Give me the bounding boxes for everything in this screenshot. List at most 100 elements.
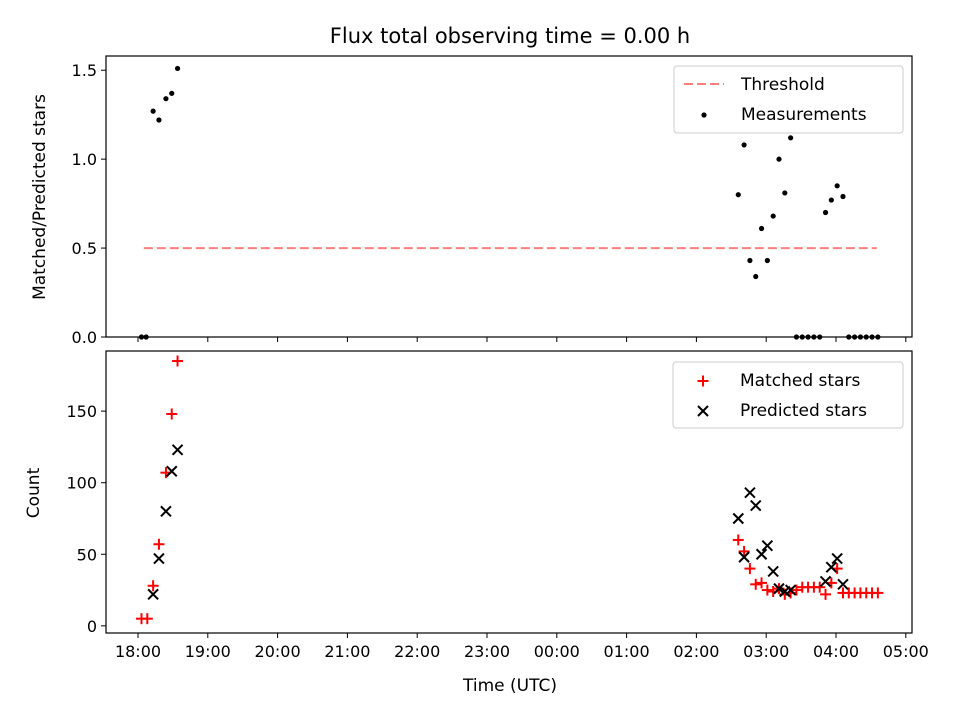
matched-point bbox=[872, 587, 884, 599]
predicted-point bbox=[831, 552, 843, 565]
legend-top-box bbox=[673, 65, 904, 134]
measurement-point bbox=[174, 65, 181, 72]
y-tick-label: 0.5 bbox=[72, 239, 97, 258]
measurement-point bbox=[788, 135, 794, 141]
predicted-point-stroke bbox=[153, 552, 165, 565]
measurement-point bbox=[169, 90, 175, 96]
legend-measurements-label: Measurements bbox=[741, 105, 867, 125]
x-tick-label: 18:00 bbox=[115, 642, 161, 661]
predicted-point-stroke bbox=[732, 512, 744, 525]
x-tick-label: 00:00 bbox=[534, 642, 580, 661]
x-axis-label: Time (UTC) bbox=[462, 676, 557, 696]
matched-point bbox=[147, 580, 159, 592]
predicted-point-stroke bbox=[738, 551, 750, 563]
predicted-point-stroke bbox=[755, 548, 768, 560]
predicted-point bbox=[744, 487, 756, 499]
measurement-point bbox=[150, 108, 156, 114]
bottom-plot: 18:00 19:00 20:00 21:00 22:00 23:00 00:00 01:00… bbox=[66, 350, 929, 661]
predicted-point-stroke bbox=[761, 539, 774, 552]
x-tick-label: 02:00 bbox=[673, 642, 719, 661]
predicted-point-stroke bbox=[147, 588, 159, 601]
predicted-point bbox=[784, 584, 797, 596]
bottom-y-axis-label: Count bbox=[24, 467, 44, 518]
predicted-point bbox=[767, 565, 779, 578]
predicted-point-stroke bbox=[784, 584, 797, 596]
measurement-point bbox=[764, 257, 770, 264]
predicted-point bbox=[738, 551, 750, 563]
legend-top: Threshold Measurements bbox=[673, 65, 904, 134]
matched-point bbox=[756, 577, 768, 589]
matched-point bbox=[814, 581, 826, 593]
measurement-point bbox=[163, 96, 169, 102]
axes-frame bbox=[105, 55, 913, 338]
predicted-point-stroke bbox=[825, 561, 838, 573]
measurement-point bbox=[822, 209, 829, 216]
legend-bottom: Matched stars Predicted stars bbox=[672, 361, 904, 429]
y-tick-label: 0.0 bbox=[72, 328, 97, 347]
matched-point bbox=[141, 613, 153, 625]
predicted-point bbox=[147, 588, 159, 601]
x-tick-label: 20:00 bbox=[255, 642, 301, 661]
y-tick-label: 150 bbox=[66, 402, 97, 421]
x-tick-label: 21:00 bbox=[324, 642, 370, 661]
predicted-point-stroke bbox=[750, 499, 762, 512]
measurement-point bbox=[753, 273, 759, 280]
measurement-point bbox=[840, 193, 846, 200]
measurement-point bbox=[828, 197, 834, 203]
y-tick-label: 0 bbox=[87, 617, 97, 636]
measurement-point bbox=[770, 213, 776, 219]
measurement-point bbox=[741, 142, 747, 148]
legend-bottom-box bbox=[672, 361, 904, 429]
predicted-point-stroke bbox=[773, 582, 785, 595]
predicted-point-stroke bbox=[837, 578, 849, 591]
x-tick-label: 01:00 bbox=[604, 642, 650, 661]
predicted-point-stroke bbox=[744, 487, 756, 499]
top-y-axis-label: Matched/Predicted stars bbox=[30, 94, 50, 300]
y-tick-label: 50 bbox=[77, 545, 97, 564]
predicted-point bbox=[773, 582, 785, 595]
predicted-point bbox=[166, 465, 178, 477]
measurement-point bbox=[776, 156, 782, 162]
predicted-point bbox=[732, 512, 744, 525]
x-tick-label: 22:00 bbox=[394, 642, 440, 661]
legend-predicted-swatch bbox=[697, 405, 709, 417]
matched-point bbox=[738, 545, 750, 557]
matched-point bbox=[744, 563, 756, 575]
matched-point bbox=[153, 538, 165, 550]
predicted-point bbox=[171, 444, 184, 456]
legend-measurements-swatch bbox=[701, 112, 707, 118]
x-tick-label: 04:00 bbox=[813, 642, 859, 661]
predicted-point bbox=[755, 548, 768, 560]
legend-matched-swatch bbox=[697, 375, 709, 387]
legend-threshold-label: Threshold bbox=[740, 75, 825, 95]
predicted-point bbox=[825, 561, 838, 573]
predicted-point bbox=[160, 505, 172, 518]
y-tick-label: 100 bbox=[66, 474, 97, 493]
matched-point bbox=[166, 408, 178, 420]
predicted-point bbox=[819, 575, 832, 588]
predicted-point-stroke bbox=[819, 575, 832, 588]
legend-predicted-swatch-stroke bbox=[697, 405, 709, 417]
x-tick-label: 05:00 bbox=[883, 642, 929, 661]
predicted-point bbox=[750, 499, 762, 512]
predicted-point-stroke bbox=[166, 465, 178, 477]
measurement-point bbox=[758, 225, 765, 232]
top-plot: 0.0 0.5 1.0 1.5 Threshold Measurements bbox=[72, 55, 913, 347]
measurement-point bbox=[735, 192, 741, 198]
predicted-point-stroke bbox=[767, 565, 779, 578]
matched-point bbox=[750, 578, 762, 590]
predicted-point bbox=[761, 539, 774, 552]
measurement-point bbox=[782, 190, 788, 196]
legend-predicted-label: Predicted stars bbox=[740, 401, 867, 421]
x-tick-label: 19:00 bbox=[185, 642, 231, 661]
predicted-point bbox=[837, 578, 849, 591]
matched-point bbox=[820, 588, 832, 600]
predicted-point-stroke bbox=[831, 552, 843, 565]
y-tick-label: 1.5 bbox=[72, 61, 97, 80]
axes-frame bbox=[105, 350, 913, 634]
predicted-point-stroke bbox=[171, 444, 184, 456]
y-tick-label: 1.0 bbox=[72, 150, 97, 169]
matched-point bbox=[761, 584, 773, 596]
predicted-point bbox=[153, 552, 165, 565]
